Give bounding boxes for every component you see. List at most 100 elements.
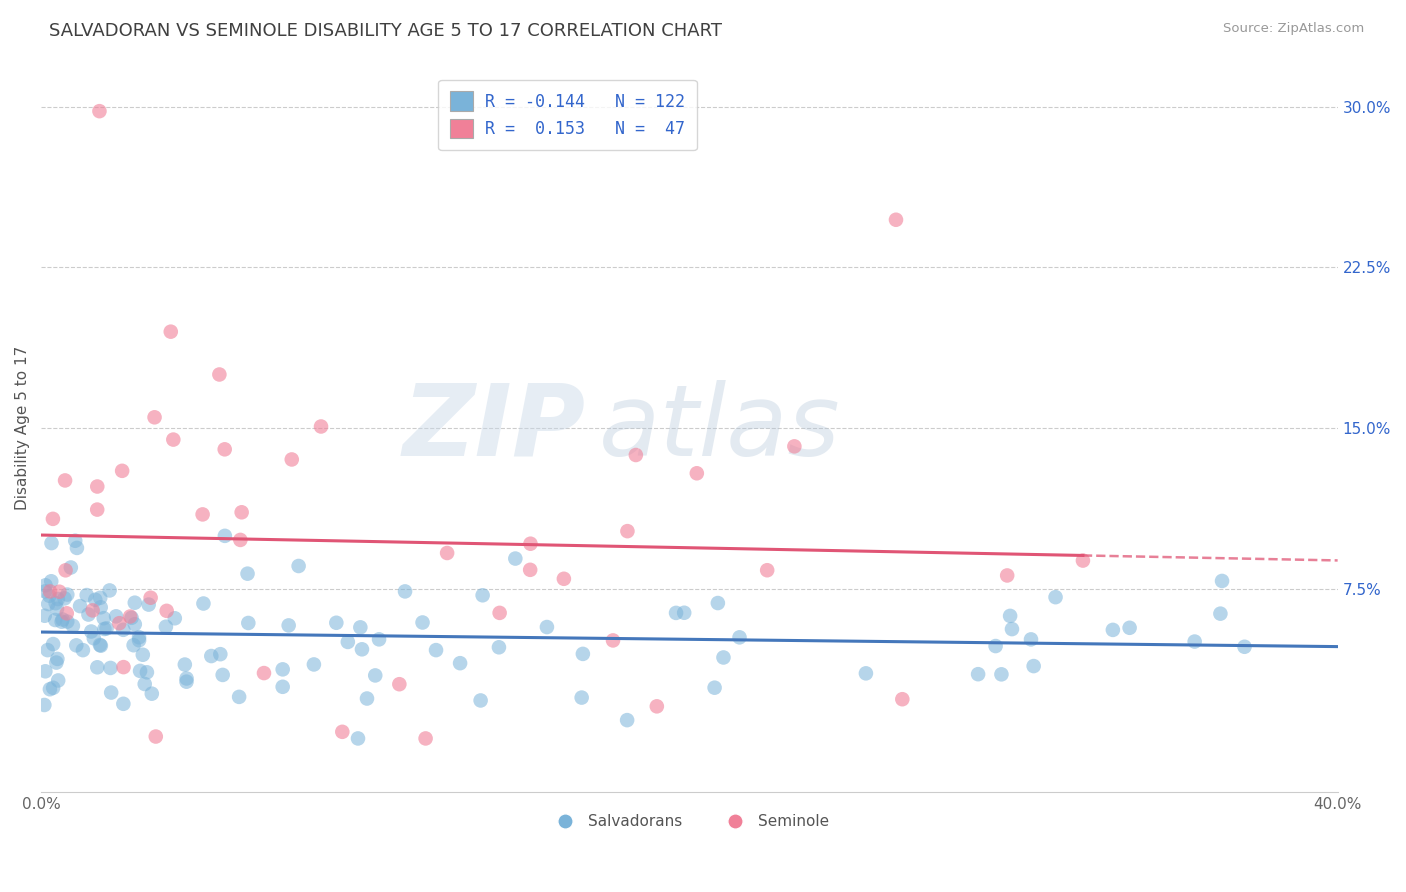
Point — [39, 574, 62, 589]
Point — [309, 419, 332, 434]
Point — [34, 665, 56, 679]
Point — [48, 584, 70, 599]
Point — [86, 502, 108, 516]
Text: ZIP: ZIP — [402, 379, 586, 476]
Point — [325, 615, 347, 630]
Point — [112, 660, 135, 674]
Point — [783, 439, 806, 453]
Point — [277, 618, 299, 632]
Point — [995, 568, 1018, 582]
Point — [53, 474, 76, 488]
Point — [46, 652, 69, 666]
Point — [1118, 621, 1140, 635]
Point — [191, 508, 214, 522]
Point — [89, 638, 111, 652]
Point — [1233, 640, 1256, 654]
Point — [42, 512, 65, 526]
Point — [707, 596, 730, 610]
Point — [121, 611, 143, 625]
Point — [55, 563, 77, 577]
Point — [156, 604, 179, 618]
Point — [231, 505, 253, 519]
Point — [112, 697, 135, 711]
Point — [302, 657, 325, 672]
Point — [287, 559, 309, 574]
Point — [51, 613, 73, 627]
Point — [124, 617, 146, 632]
Point — [155, 620, 177, 634]
Point — [162, 433, 184, 447]
Point — [141, 687, 163, 701]
Point — [519, 537, 541, 551]
Legend: Salvadorans, Seminole: Salvadorans, Seminole — [543, 808, 835, 835]
Point — [1022, 659, 1045, 673]
Point — [38, 682, 60, 697]
Point — [488, 640, 510, 655]
Point — [884, 212, 907, 227]
Point — [1071, 553, 1094, 567]
Point — [624, 448, 647, 462]
Point — [330, 724, 353, 739]
Point — [1102, 623, 1125, 637]
Point — [89, 104, 111, 119]
Point — [686, 467, 709, 481]
Point — [364, 668, 387, 682]
Point — [394, 584, 416, 599]
Point — [412, 615, 434, 630]
Point — [108, 616, 131, 631]
Point — [519, 563, 541, 577]
Point — [37, 643, 59, 657]
Point — [39, 584, 62, 599]
Point — [86, 479, 108, 493]
Point — [128, 630, 150, 644]
Point — [46, 673, 69, 688]
Point — [571, 690, 593, 705]
Point — [111, 464, 134, 478]
Point — [176, 674, 198, 689]
Point — [368, 632, 391, 647]
Text: SALVADORAN VS SEMINOLE DISABILITY AGE 5 TO 17 CORRELATION CHART: SALVADORAN VS SEMINOLE DISABILITY AGE 5 … — [49, 22, 723, 40]
Point — [90, 600, 112, 615]
Text: atlas: atlas — [599, 379, 841, 476]
Point — [124, 596, 146, 610]
Point — [38, 589, 60, 603]
Point — [163, 611, 186, 625]
Point — [56, 615, 79, 629]
Point — [347, 731, 370, 746]
Point — [83, 632, 105, 646]
Point — [208, 368, 231, 382]
Point — [855, 666, 877, 681]
Point — [1001, 622, 1024, 636]
Y-axis label: Disability Age 5 to 17: Disability Age 5 to 17 — [15, 346, 30, 510]
Point — [703, 681, 725, 695]
Point — [143, 410, 166, 425]
Point — [65, 638, 87, 652]
Point — [56, 588, 79, 602]
Point — [536, 620, 558, 634]
Point — [93, 622, 115, 636]
Point — [756, 563, 779, 577]
Point — [214, 529, 236, 543]
Point — [89, 591, 111, 605]
Point — [253, 666, 276, 681]
Point — [53, 591, 76, 606]
Point — [1045, 590, 1067, 604]
Point — [139, 591, 162, 605]
Point — [505, 551, 527, 566]
Point — [44, 613, 66, 627]
Point — [100, 661, 122, 675]
Point — [281, 452, 304, 467]
Point — [271, 680, 294, 694]
Point — [488, 606, 510, 620]
Point — [98, 583, 121, 598]
Point — [449, 656, 471, 670]
Point — [120, 609, 142, 624]
Point — [159, 325, 181, 339]
Point — [236, 566, 259, 581]
Point — [1211, 574, 1233, 588]
Point — [45, 656, 67, 670]
Point — [228, 690, 250, 704]
Point — [96, 621, 118, 635]
Point — [42, 637, 65, 651]
Point — [76, 588, 98, 602]
